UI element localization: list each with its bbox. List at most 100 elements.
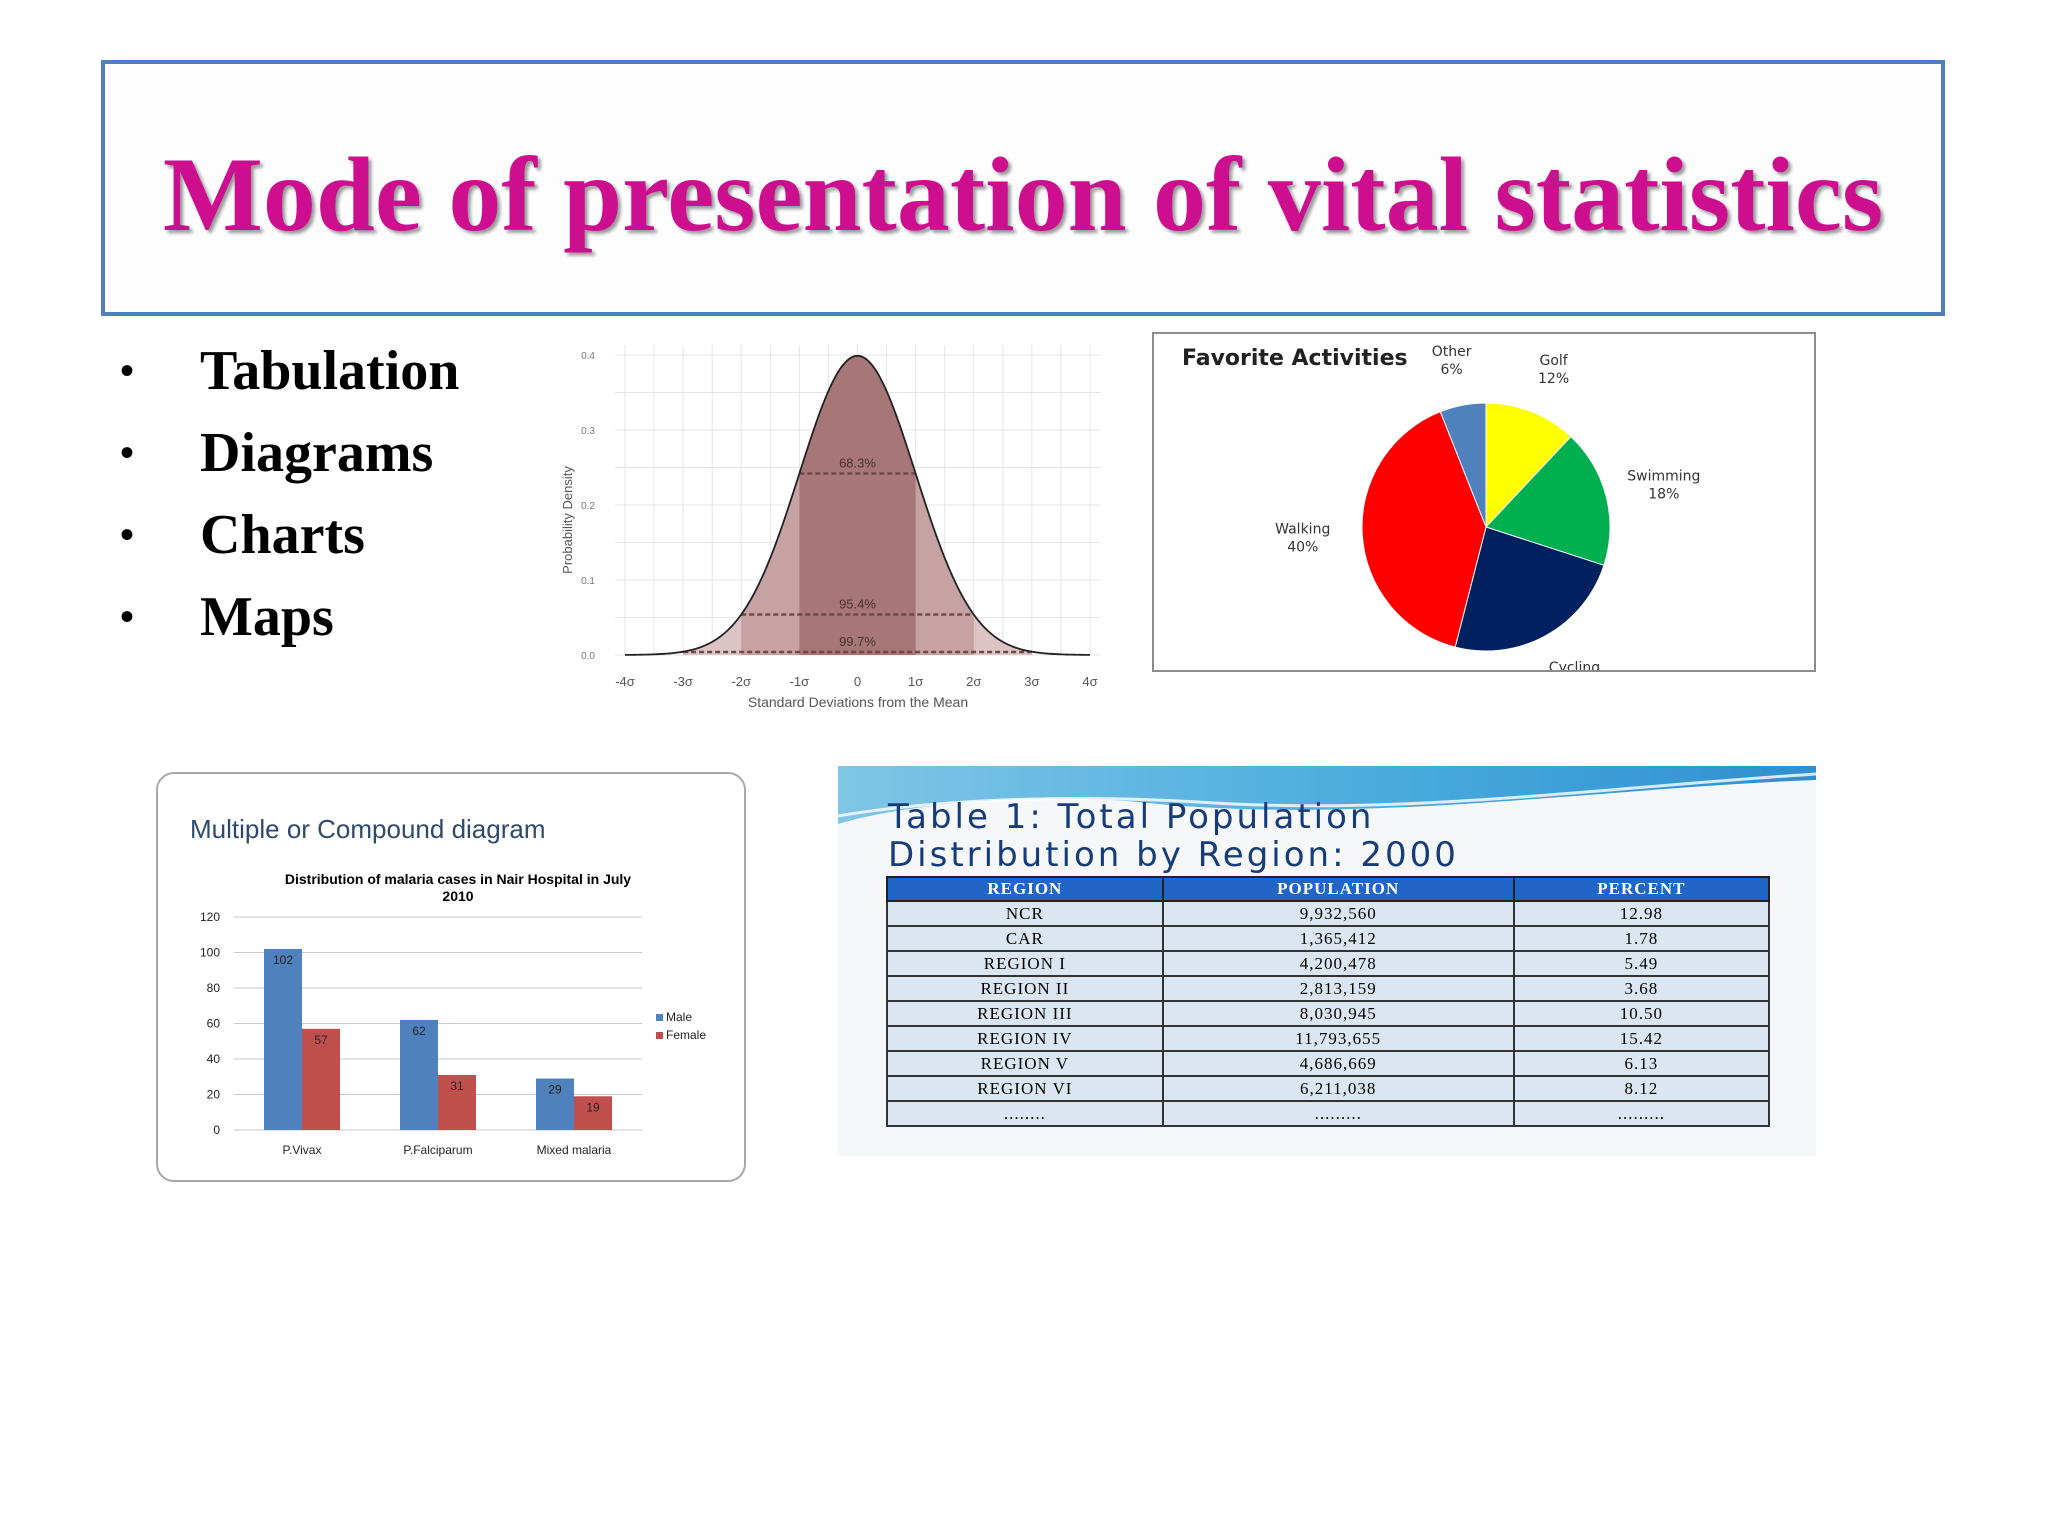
bar-value-label: 102 — [273, 953, 293, 967]
bullet-label: Charts — [200, 504, 365, 566]
x-tick-label: 1σ — [908, 674, 923, 689]
y-tick-label: 0.1 — [581, 576, 595, 587]
table-header-row: REGION POPULATION PERCENT — [886, 876, 1771, 902]
table-cell: 1,365,412 — [1161, 925, 1515, 952]
pie-slice-label: Other — [1432, 344, 1472, 360]
table-row: REGION VI 6,211,038 8.12 — [886, 1075, 1771, 1102]
population-table: REGION POPULATION PERCENT NCR 9,932,560 12.9… — [886, 876, 1771, 1127]
table-cell: ......... — [1512, 1100, 1771, 1127]
y-tick-label: 100 — [200, 946, 220, 960]
bullet-item: • Maps — [120, 576, 459, 658]
bar-chart-title-line-1: Distribution of malaria cases in Nair Ho… — [285, 871, 631, 887]
x-tick-label: -4σ — [615, 674, 635, 689]
table-header-cell: REGION — [886, 876, 1164, 902]
population-table-panel: Table 1: Total Population Distribution b… — [838, 766, 1816, 1156]
table-cell: 9,932,560 — [1161, 900, 1515, 927]
table-cell: 12.98 — [1512, 900, 1771, 927]
table-row: CAR 1,365,412 1.78 — [886, 925, 1771, 952]
y-tick-label: 0.3 — [581, 426, 595, 437]
title-box: Mode of presentation of vital statistics — [101, 60, 1945, 316]
bullet-label: Maps — [200, 586, 334, 648]
bullet-item: • Diagrams — [120, 412, 459, 494]
compound-bar-panel: Multiple or Compound diagram Distributio… — [156, 772, 746, 1182]
bullet-label: Tabulation — [200, 340, 460, 402]
band-label: 95.4% — [839, 597, 876, 612]
pie-slice — [1361, 411, 1487, 648]
bar-male — [264, 948, 302, 1130]
pie-slice — [1439, 402, 1487, 528]
bullet-item: • Tabulation — [120, 330, 459, 412]
x-category-label: Mixed malaria — [537, 1143, 612, 1157]
table-row: REGION II 2,813,159 3.68 — [886, 975, 1771, 1002]
table-cell: 10.50 — [1512, 1000, 1771, 1027]
bar-panel-heading: Multiple or Compound diagram — [190, 814, 546, 844]
bullet-marker: • — [120, 430, 135, 475]
table-header-wave — [838, 766, 1816, 824]
table-cell: REGION II — [886, 975, 1164, 1002]
pie-slice-label: Golf — [1539, 353, 1568, 369]
pie-chart: Favorite Activities Golf 12% Swimming 18% Cy… — [1182, 344, 1700, 694]
bar-value-label: 31 — [450, 1079, 464, 1093]
table-title-line-2: Distribution by Region: 2000 — [888, 835, 1459, 875]
legend-label: Male — [666, 1010, 692, 1024]
x-category-label: P.Falciparum — [403, 1143, 472, 1157]
table-title-line-1: Table 1: Total Population — [888, 797, 1375, 837]
table-cell: 6,211,038 — [1161, 1075, 1515, 1102]
table-cell: REGION V — [886, 1050, 1164, 1077]
x-tick-label: 3σ — [1024, 674, 1039, 689]
table-cell: REGION I — [886, 950, 1164, 977]
bar-value-label: 57 — [314, 1033, 328, 1047]
table-cell: CAR — [886, 925, 1164, 952]
x-tick-label: 0 — [854, 674, 861, 689]
y-axis-label: Probability Density — [560, 466, 575, 574]
y-tick-label: 0.2 — [581, 501, 595, 512]
table-cell: REGION VI — [886, 1075, 1164, 1102]
pie-slice-label: Swimming — [1627, 469, 1700, 485]
bullet-label: Diagrams — [200, 422, 434, 484]
bullet-list: • Tabulation • Diagrams • Charts • Maps — [120, 330, 459, 658]
table-cell: 5.49 — [1512, 950, 1771, 977]
table-row: REGION I 4,200,478 5.49 — [886, 950, 1771, 977]
table-row: .......................... — [886, 1100, 1771, 1127]
table-row: REGION IV 11,793,655 15.42 — [886, 1025, 1771, 1052]
table-cell: ........ — [886, 1100, 1164, 1127]
y-tick-label: 80 — [207, 981, 221, 995]
x-tick-label: 2σ — [966, 674, 981, 689]
legend-swatch — [656, 1032, 663, 1039]
table-cell: ......... — [1161, 1100, 1515, 1127]
slide-title: Mode of presentation of vital statistics — [162, 136, 1884, 253]
table-cell: REGION III — [886, 1000, 1164, 1027]
table-cell: 4,686,669 — [1161, 1050, 1515, 1077]
x-axis-label: Standard Deviations from the Mean — [748, 694, 968, 710]
x-tick-label: -1σ — [790, 674, 810, 689]
bar-female — [574, 1096, 612, 1130]
table-cell: 4,200,478 — [1161, 950, 1515, 977]
x-category-label: P.Vivax — [283, 1143, 322, 1157]
band-area — [799, 355, 916, 655]
bullet-item: • Charts — [120, 494, 459, 576]
bar-male — [536, 1078, 574, 1130]
y-tick-label: 0.0 — [581, 651, 595, 662]
normal-distribution-chart: 68.3% 95.4% 99.7% -4σ -3σ -2σ -1σ 0 1σ 2σ 3σ 4σ 0.0… — [560, 345, 1100, 710]
table-cell: 6.13 — [1512, 1050, 1771, 1077]
bar-value-label: 19 — [586, 1100, 600, 1114]
band-label: 99.7% — [839, 634, 876, 649]
table-cell: 15.42 — [1512, 1025, 1771, 1052]
table-cell: 8,030,945 — [1161, 1000, 1515, 1027]
y-tick-label: 40 — [207, 1052, 221, 1066]
bar-value-label: 62 — [412, 1024, 426, 1038]
table-cell: NCR — [886, 900, 1164, 927]
table-cell: 3.68 — [1512, 975, 1771, 1002]
x-tick-label: -2σ — [731, 674, 751, 689]
bar-chart-title-line-2: 2010 — [442, 888, 473, 904]
pie-chart-panel: Favorite Activities Golf 12% Swimming 18% Cy… — [1152, 332, 1816, 694]
table-row: NCR 9,932,560 12.98 — [886, 900, 1771, 927]
legend-label: Female — [666, 1028, 706, 1042]
pie-slice-percent: 6% — [1440, 362, 1462, 378]
pie-slice-label: Cycling — [1549, 660, 1600, 670]
x-tick-label: 4σ — [1082, 674, 1097, 689]
pie-slice — [1454, 526, 1605, 652]
table-cell: REGION IV — [886, 1025, 1164, 1052]
table-row: REGION III 8,030,945 10.50 — [886, 1000, 1771, 1027]
y-tick-label: 60 — [207, 1017, 221, 1031]
